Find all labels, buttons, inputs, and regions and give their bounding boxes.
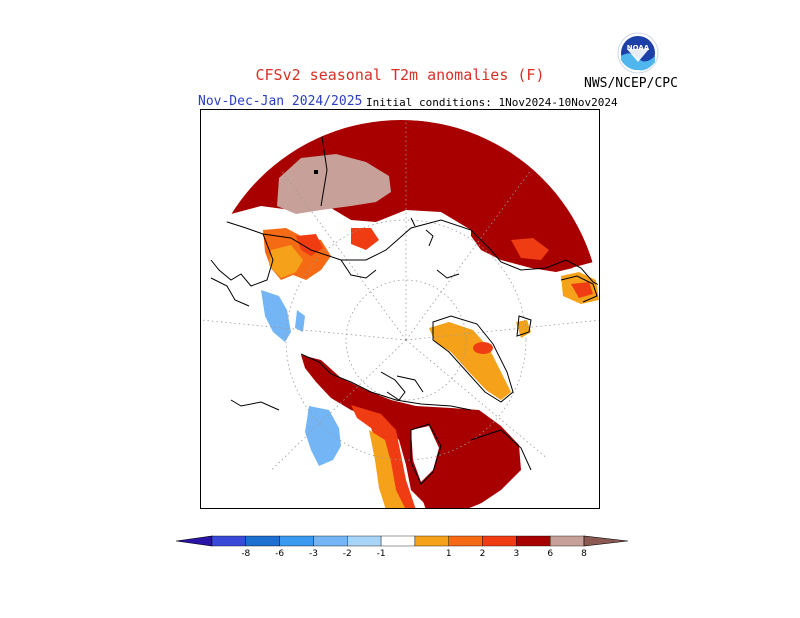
colorbar-label: -6 [275,549,284,559]
colorbar-cell [414,535,449,547]
colorbar-cell [347,535,382,547]
colorbar-label: -1 [377,549,386,559]
polar-projection-map [201,120,599,508]
noaa-logo: NOAA [617,32,659,74]
colorbar-label: 8 [581,549,587,559]
colorbar-cell [245,535,280,547]
agency-label: NWS/NCEP/CPC [584,76,678,91]
colorbar-cell [211,535,247,547]
colorbar-cell [313,535,348,547]
colorbar-label: 3 [513,549,519,559]
colorbar: -8 -6 -3 -2 -1 1 2 3 6 8 [176,535,628,559]
anomaly-region-western-us-blue [305,406,341,466]
anomaly-region-greenland [429,322,511,400]
colorbar-label: 1 [446,549,452,559]
colorbar-label: 6 [547,549,553,559]
map-panel [200,109,600,509]
colorbar-cell [516,535,551,547]
initial-conditions: Initial conditions: 1Nov2024-10Nov2024 [366,96,618,109]
colorbar-label: -8 [241,549,250,559]
colorbar-cells [211,535,585,547]
colorbar-cell [380,535,416,547]
colorbar-cell [279,535,314,547]
colorbar-arrow-low [176,535,213,547]
forecast-period: Nov-Dec-Jan 2024/2025 [198,94,363,109]
colorbar-cell [482,535,517,547]
colorbar-label: -3 [309,549,318,559]
anomaly-region-central-asia [277,154,391,214]
colorbar-label: -2 [343,549,352,559]
colorbar-labels: -8 -6 -3 -2 -1 1 2 3 6 8 [241,549,587,559]
colorbar-cell [448,535,483,547]
map-title: CFSv2 seasonal T2m anomalies (F) [255,66,545,84]
colorbar-label: 2 [480,549,486,559]
colorbar-cell [549,535,585,547]
noaa-logo-text: NOAA [627,44,650,52]
colorbar-arrow-high [583,535,628,547]
